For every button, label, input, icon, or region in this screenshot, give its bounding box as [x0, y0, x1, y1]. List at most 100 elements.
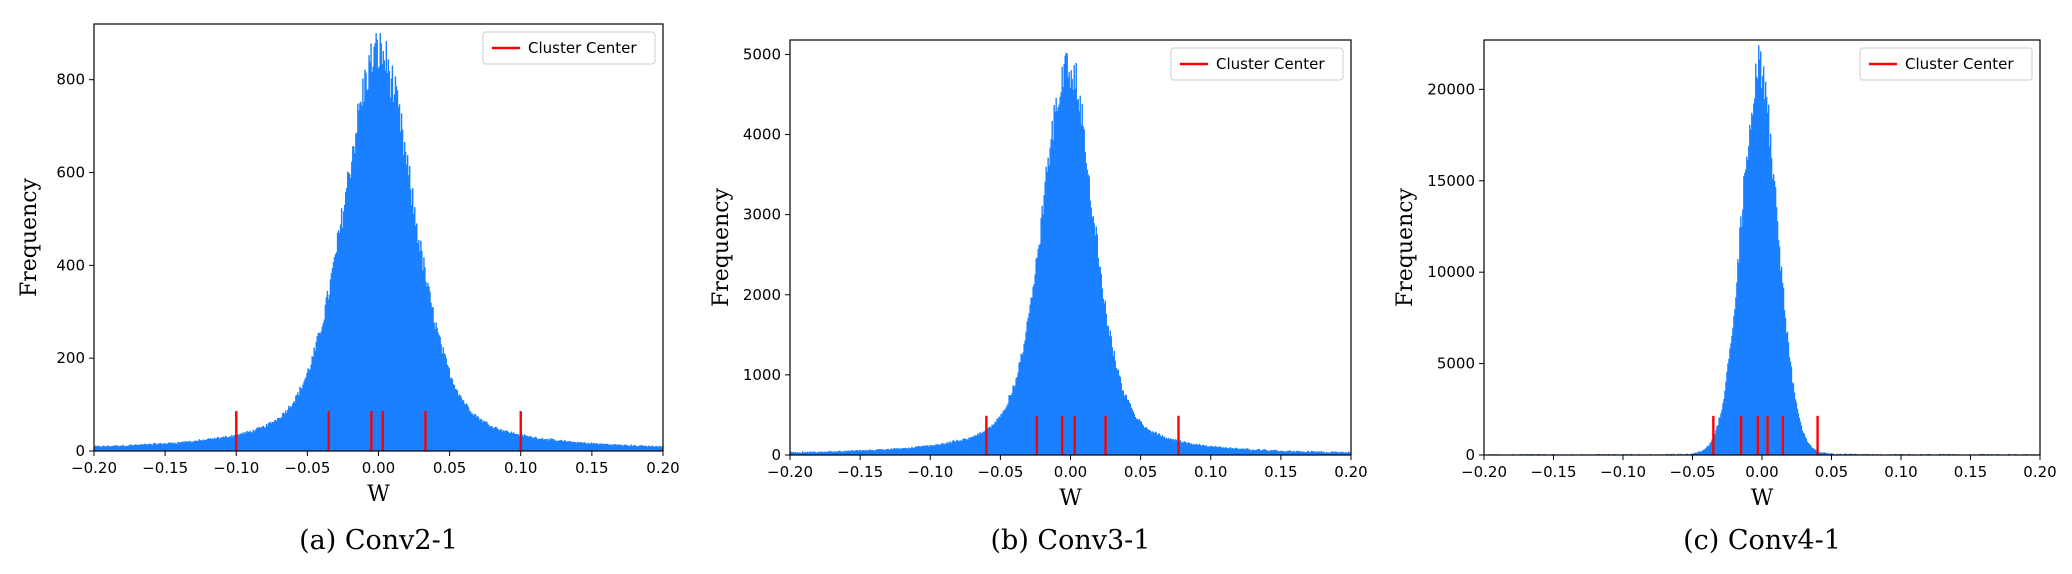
histogram-bar [1121, 390, 1123, 455]
histogram-bar [1158, 433, 1161, 455]
histogram-bar [549, 440, 551, 451]
histogram-bar [1279, 450, 1282, 455]
histogram-bar [448, 368, 451, 451]
histogram-bar [1737, 259, 1739, 455]
legend-box [482, 31, 656, 65]
histogram-bar [252, 429, 254, 451]
histogram-bar [619, 444, 621, 451]
histogram-bar [380, 43, 382, 451]
histogram-bar [636, 446, 638, 451]
histogram-bar [1738, 262, 1740, 455]
histogram-bar [600, 443, 602, 451]
histogram-bar [1849, 453, 1851, 455]
histogram-bar [1747, 159, 1749, 455]
histogram-bar [127, 445, 129, 451]
histogram-bar [503, 431, 505, 451]
histogram-bar [911, 446, 913, 455]
histogram-bar [433, 322, 435, 451]
histogram-bar [1157, 433, 1160, 455]
x-tick-label: −0.05 [977, 463, 1023, 481]
histogram-bar [459, 395, 462, 451]
histogram-bar [397, 107, 400, 452]
histogram-bar [1285, 451, 1288, 455]
histogram-bar [1238, 449, 1241, 455]
histogram-bar [635, 446, 637, 451]
histogram-bar [1827, 453, 1829, 455]
histogram-bar [1768, 146, 1771, 455]
histogram-bar [1009, 395, 1011, 455]
histogram-bar [814, 451, 816, 455]
histogram-bar [190, 442, 192, 451]
histogram-bar [1144, 427, 1147, 455]
histogram-bar [1240, 448, 1243, 455]
histogram-bar [860, 450, 862, 455]
histogram-bar [1775, 207, 1778, 455]
histogram-bar [876, 450, 878, 455]
histogram-bar [877, 449, 879, 455]
histogram-bar [1263, 449, 1266, 455]
histogram-bar [204, 440, 207, 451]
histogram-bar [1307, 450, 1310, 455]
histogram-bar [892, 449, 894, 455]
histogram-bar [792, 452, 794, 455]
histogram-bar [831, 451, 833, 455]
histogram-bar [387, 59, 390, 451]
histogram-bar [949, 441, 951, 455]
histogram-bar [423, 257, 425, 451]
histogram-bar [1300, 452, 1303, 455]
histogram-bar [1710, 441, 1712, 455]
histogram-bar [964, 439, 966, 455]
histogram-bar [1060, 92, 1062, 456]
histogram-bar [176, 443, 178, 451]
histogram-bar [1298, 451, 1301, 455]
histogram-bar [605, 443, 607, 451]
histogram-bar [1131, 409, 1134, 455]
histogram-bar [1039, 243, 1041, 455]
histogram-bar [1006, 405, 1008, 455]
histogram-bar [1062, 86, 1064, 456]
histogram-bar [494, 427, 496, 451]
histogram-bar [517, 434, 520, 451]
histogram-bar [413, 214, 415, 451]
histogram-bar [510, 431, 513, 451]
histogram-bar [443, 353, 445, 451]
chart-caption: (c) Conv4-1 [1683, 525, 1841, 556]
histogram-bar [1030, 297, 1032, 455]
histogram-bar [194, 440, 197, 451]
histogram-bar [578, 442, 581, 451]
histogram-bar [231, 434, 233, 451]
histogram-bar [1247, 449, 1250, 455]
histogram-bar [153, 442, 156, 451]
histogram-bar [1078, 111, 1080, 455]
histogram-bar [1020, 353, 1022, 455]
histogram-bar [1805, 438, 1808, 455]
histogram-bar [1099, 266, 1101, 455]
histogram-bar [1065, 52, 1067, 456]
histogram-bar [110, 446, 112, 451]
histogram-bar [970, 437, 972, 455]
x-tick-label: 0.10 [1884, 463, 1917, 481]
histogram-bar [482, 422, 484, 451]
histogram-bar [1844, 453, 1846, 455]
histogram-bar [1192, 443, 1195, 455]
histogram-bar [1284, 451, 1287, 455]
histogram-bar [1149, 430, 1152, 455]
histogram-bar [178, 442, 180, 451]
histogram-bar [999, 417, 1001, 455]
histogram-bar [1089, 200, 1091, 455]
histogram-bar [260, 427, 263, 451]
histogram-bar [926, 445, 928, 455]
histogram-bar [289, 407, 291, 451]
histogram-bar [1130, 407, 1133, 455]
histogram-bar [1729, 348, 1731, 455]
histogram-bar [1097, 257, 1099, 455]
histogram-bar [1242, 448, 1245, 455]
histogram-bar [883, 449, 885, 455]
histogram-bar [628, 445, 630, 451]
histogram-bar [542, 438, 544, 451]
histogram-bar [1147, 429, 1150, 455]
histogram-bar [904, 448, 906, 455]
histogram-bar [572, 441, 574, 451]
histogram-bar [1701, 450, 1703, 455]
histogram-bar [131, 445, 134, 451]
